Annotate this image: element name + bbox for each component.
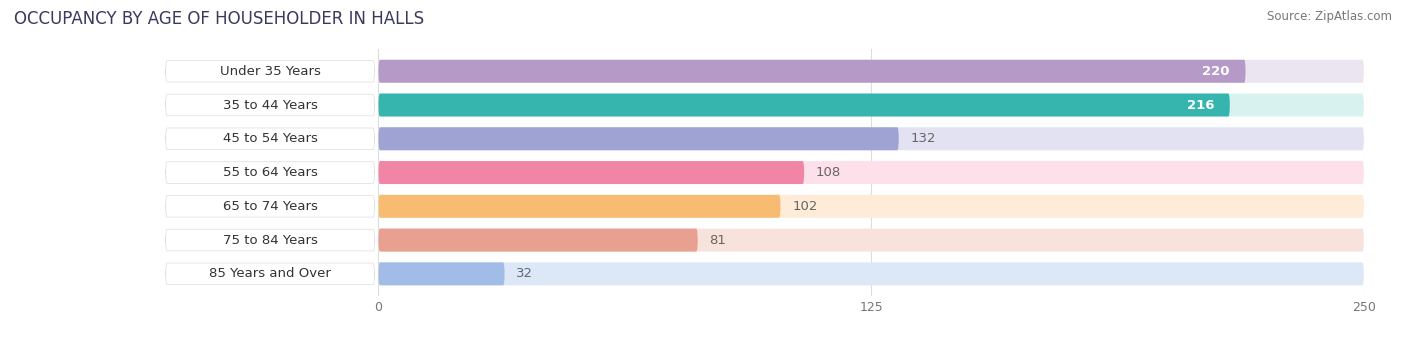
Text: 55 to 64 Years: 55 to 64 Years [222,166,318,179]
FancyBboxPatch shape [378,262,1364,285]
FancyBboxPatch shape [378,127,1364,150]
Text: Source: ZipAtlas.com: Source: ZipAtlas.com [1267,10,1392,23]
Text: 75 to 84 Years: 75 to 84 Years [222,234,318,246]
FancyBboxPatch shape [166,61,374,82]
Text: 216: 216 [1187,99,1213,112]
Text: 81: 81 [710,234,727,246]
FancyBboxPatch shape [166,195,374,217]
FancyBboxPatch shape [166,229,374,251]
FancyBboxPatch shape [378,228,697,252]
Text: 35 to 44 Years: 35 to 44 Years [222,99,318,112]
FancyBboxPatch shape [378,228,1364,252]
FancyBboxPatch shape [378,94,1230,117]
Text: 85 Years and Over: 85 Years and Over [209,267,330,280]
Text: 45 to 54 Years: 45 to 54 Years [222,132,318,145]
Text: OCCUPANCY BY AGE OF HOUSEHOLDER IN HALLS: OCCUPANCY BY AGE OF HOUSEHOLDER IN HALLS [14,10,425,28]
Text: 220: 220 [1202,65,1230,78]
Text: 65 to 74 Years: 65 to 74 Years [222,200,318,213]
FancyBboxPatch shape [378,127,898,150]
FancyBboxPatch shape [378,60,1364,83]
FancyBboxPatch shape [166,162,374,183]
Text: 102: 102 [793,200,818,213]
FancyBboxPatch shape [166,263,374,285]
FancyBboxPatch shape [378,161,1364,184]
FancyBboxPatch shape [378,94,1364,117]
FancyBboxPatch shape [378,161,804,184]
Text: 32: 32 [516,267,533,280]
FancyBboxPatch shape [378,195,780,218]
Text: 132: 132 [911,132,936,145]
Text: Under 35 Years: Under 35 Years [219,65,321,78]
Text: 108: 108 [815,166,841,179]
FancyBboxPatch shape [378,60,1246,83]
FancyBboxPatch shape [378,262,505,285]
FancyBboxPatch shape [166,94,374,116]
FancyBboxPatch shape [166,128,374,150]
FancyBboxPatch shape [378,195,1364,218]
